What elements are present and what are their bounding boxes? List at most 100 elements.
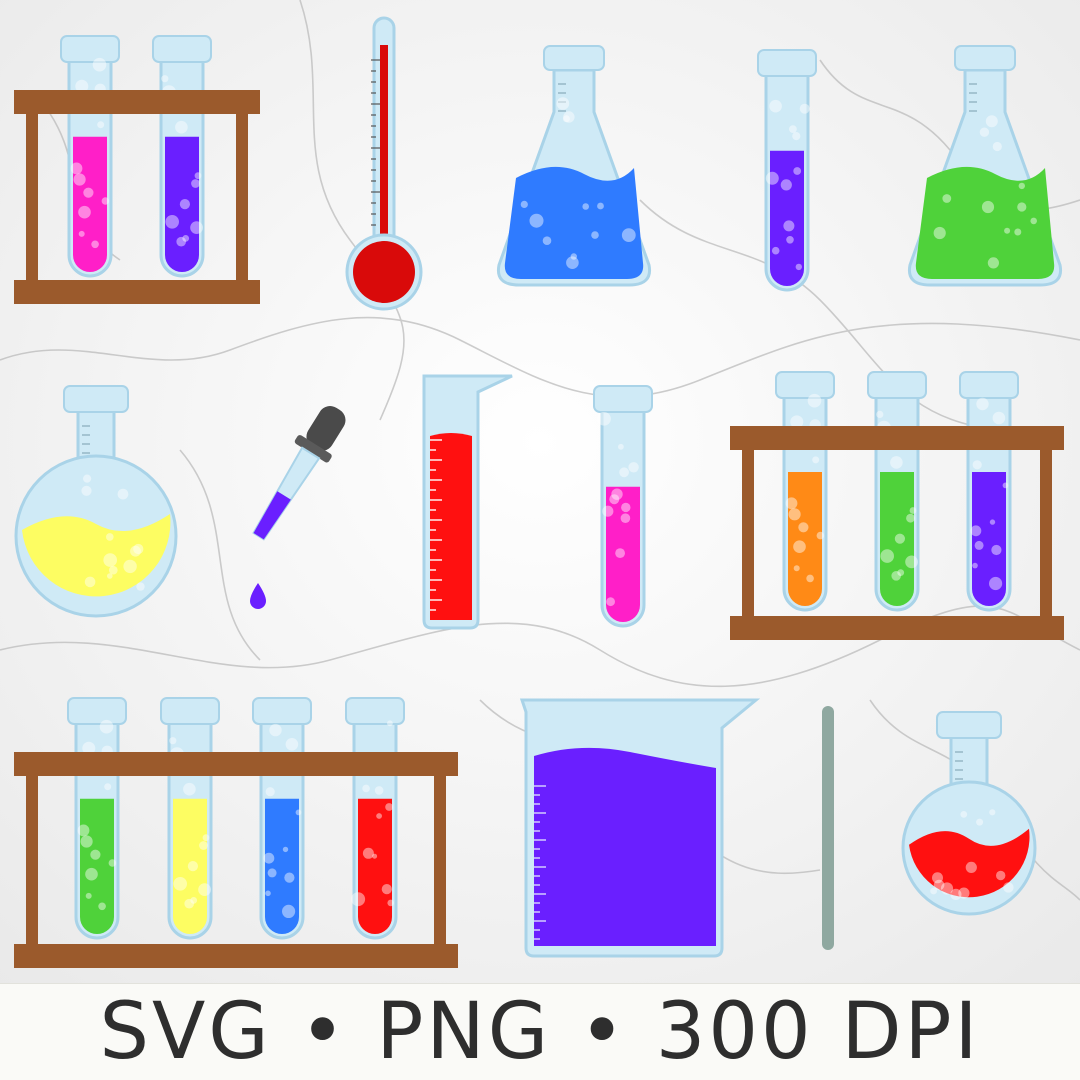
bubble: [591, 231, 599, 239]
bubble: [161, 75, 169, 83]
tube-liquid: [265, 798, 299, 934]
flask-liquid: [915, 166, 1055, 279]
bubble: [793, 565, 800, 572]
bubble: [77, 824, 90, 837]
test-tube-rack-4: [14, 697, 458, 968]
bubble: [78, 230, 85, 237]
bubble: [108, 859, 117, 867]
rack-leg: [236, 90, 248, 304]
bubble: [191, 179, 200, 188]
bubble: [98, 902, 106, 911]
test-tube: [593, 385, 653, 628]
bubble: [950, 888, 962, 901]
bubble: [202, 834, 210, 842]
bubble: [780, 179, 792, 191]
test-tube-rack-2: [14, 35, 260, 304]
bubble: [265, 787, 275, 797]
flask-rim: [543, 45, 605, 71]
bubble: [970, 525, 982, 537]
bubble: [362, 784, 370, 793]
bubble: [909, 507, 917, 514]
bubble: [628, 462, 639, 473]
bubble: [876, 410, 884, 418]
tube-liquid: [358, 798, 392, 934]
tube-liquid: [606, 486, 640, 622]
bubble: [372, 853, 378, 859]
bubble: [103, 553, 117, 567]
bubble: [582, 203, 589, 210]
tube-liquid: [972, 471, 1006, 606]
bubble: [786, 236, 794, 244]
bubble: [897, 569, 905, 576]
tube-rim: [775, 371, 835, 399]
bubble: [1018, 182, 1025, 190]
tube-rim: [67, 697, 127, 725]
bubble: [190, 221, 204, 235]
bubble: [75, 79, 89, 93]
test-tube-rack-3: [730, 371, 1064, 640]
bubble: [285, 738, 299, 751]
bubble: [788, 508, 801, 521]
bubble: [976, 397, 989, 411]
bubble: [106, 533, 114, 541]
bubble: [620, 513, 631, 523]
format-banner: SVG • PNG • 300 DPI: [0, 983, 1080, 1080]
bubble: [807, 393, 822, 408]
bubble: [609, 494, 620, 505]
tube-rim: [959, 371, 1019, 399]
banner-text: SVG • PNG • 300 DPI: [99, 987, 981, 1077]
test-tube: [252, 697, 312, 940]
rack-top-bar: [730, 426, 1064, 450]
dropper-bulb: [306, 406, 346, 451]
bubble: [933, 226, 946, 240]
test-tube: [757, 49, 817, 292]
bubble: [78, 205, 91, 219]
test-tube-pink: [593, 385, 653, 628]
marble-veins: [0, 0, 1080, 901]
bubble: [606, 597, 615, 607]
thermometer: [345, 16, 423, 311]
tube-rim: [593, 385, 653, 413]
tube-rim: [160, 697, 220, 725]
bubble: [165, 215, 179, 229]
bubble: [82, 741, 96, 755]
bubble: [107, 573, 113, 579]
test-tube: [775, 371, 835, 612]
bubble: [795, 263, 802, 271]
flask-liquid: [22, 514, 171, 597]
bubble: [989, 519, 996, 525]
rack-base: [14, 944, 458, 968]
dropper-liquid: [253, 491, 291, 540]
graduated-cylinder: [422, 374, 513, 630]
bubble: [974, 540, 984, 550]
bubble: [597, 412, 611, 426]
bubble: [563, 111, 575, 123]
bubble: [769, 99, 782, 113]
bubble: [198, 883, 212, 896]
bubble: [85, 867, 98, 881]
bubble: [85, 892, 92, 899]
bubble: [90, 849, 101, 860]
rack-leg: [1040, 426, 1052, 640]
bubble: [295, 809, 302, 816]
marble-vein: [179, 449, 261, 661]
bubble: [182, 235, 190, 242]
beaker-liquid: [534, 747, 716, 946]
thermometer-mercury: [380, 45, 388, 260]
tube-rim: [252, 697, 312, 725]
stirring-rod: [822, 706, 834, 950]
flask-rim: [954, 45, 1016, 71]
bubble: [566, 256, 579, 270]
flask-liquid: [504, 166, 644, 279]
bubble: [972, 562, 978, 569]
test-tube: [67, 697, 127, 940]
tube-rim: [152, 35, 212, 63]
bubble: [385, 803, 393, 811]
bubble: [985, 115, 998, 128]
bubble: [891, 571, 901, 581]
dropper: [252, 406, 346, 541]
tube-liquid: [73, 136, 107, 272]
bubble: [542, 236, 552, 245]
bubble: [989, 576, 1003, 591]
